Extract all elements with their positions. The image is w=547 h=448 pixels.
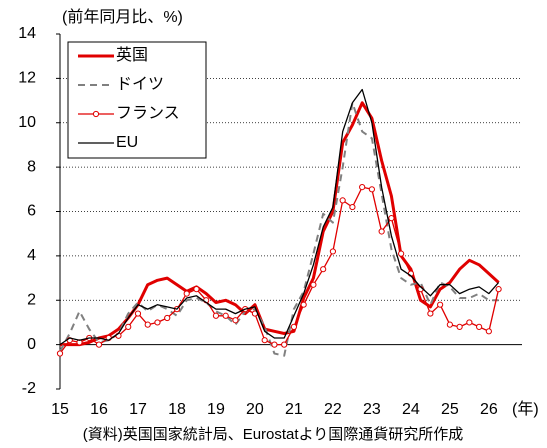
series-marker (378, 228, 385, 235)
legend-label: フランス (116, 105, 180, 122)
legend-label: EU (116, 134, 138, 151)
y-tick-label: 8 (27, 158, 36, 175)
series-marker (222, 312, 229, 319)
series-marker (164, 314, 171, 322)
series-marker (134, 310, 142, 317)
note: (資料)英国国家統計局、Eurostatより国際通貨研究所作成 (83, 425, 464, 443)
series-line (59, 88, 500, 346)
y-tick-label: 12 (18, 70, 36, 87)
x-tick-label: 21 (285, 401, 303, 418)
x-tick-label: 22 (324, 401, 342, 418)
series-marker (154, 319, 161, 326)
series-marker (349, 203, 356, 211)
series-marker (144, 321, 151, 328)
series-marker (193, 286, 200, 293)
y-axis-label: (前年同月比、%) (62, 8, 183, 26)
series-marker (427, 310, 434, 317)
series-marker (388, 215, 395, 222)
series-marker (368, 186, 375, 193)
series-marker (290, 323, 298, 330)
x-tick-label: 19 (207, 401, 225, 418)
x-tick-label: 16 (90, 401, 108, 418)
y-tick-label: 6 (27, 203, 36, 220)
series-marker (281, 341, 288, 348)
y-tick-label: 14 (18, 25, 36, 42)
x-tick-label: 24 (402, 401, 420, 418)
series-marker (125, 323, 132, 330)
legend-marker (92, 110, 100, 118)
series-marker (359, 183, 366, 191)
x-tick-label: 23 (363, 401, 381, 418)
x-tick-label: 20 (246, 401, 264, 418)
series-marker (232, 317, 239, 324)
series-marker (446, 321, 453, 328)
y-tick-label: 0 (27, 336, 36, 353)
series-marker (183, 290, 190, 297)
series-marker (339, 197, 346, 204)
y-tick-label: 10 (18, 114, 36, 131)
series-marker (310, 281, 317, 288)
series-line (59, 186, 500, 354)
x-tick-label: 25 (441, 401, 459, 418)
y-tick-label: 4 (27, 247, 36, 264)
legend-box (67, 41, 207, 159)
x-tick-label: 26 (480, 401, 498, 418)
series-marker (476, 323, 483, 330)
x-tick-label: 15 (51, 401, 69, 418)
legend-label: 英国 (116, 46, 148, 64)
x-axis-unit: (年) (512, 400, 539, 418)
x-tick-label: 18 (168, 401, 186, 418)
y-tick-label: -2 (22, 380, 36, 397)
y-tick-label: 2 (27, 291, 36, 308)
series-marker (56, 350, 64, 357)
series-marker (466, 319, 473, 326)
legend-label: ドイツ (116, 76, 164, 93)
series-marker (300, 301, 307, 308)
series-marker (495, 286, 502, 293)
series-line (59, 101, 499, 357)
series-marker (212, 312, 220, 319)
series-marker (95, 341, 103, 348)
series-marker (261, 337, 268, 344)
series-marker (271, 341, 278, 348)
series-marker (456, 323, 463, 330)
series-marker (320, 266, 327, 273)
series-marker (485, 328, 492, 335)
series-marker (437, 301, 444, 308)
series-marker (398, 250, 405, 257)
x-tick-label: 17 (129, 401, 147, 418)
series-marker (329, 248, 337, 255)
